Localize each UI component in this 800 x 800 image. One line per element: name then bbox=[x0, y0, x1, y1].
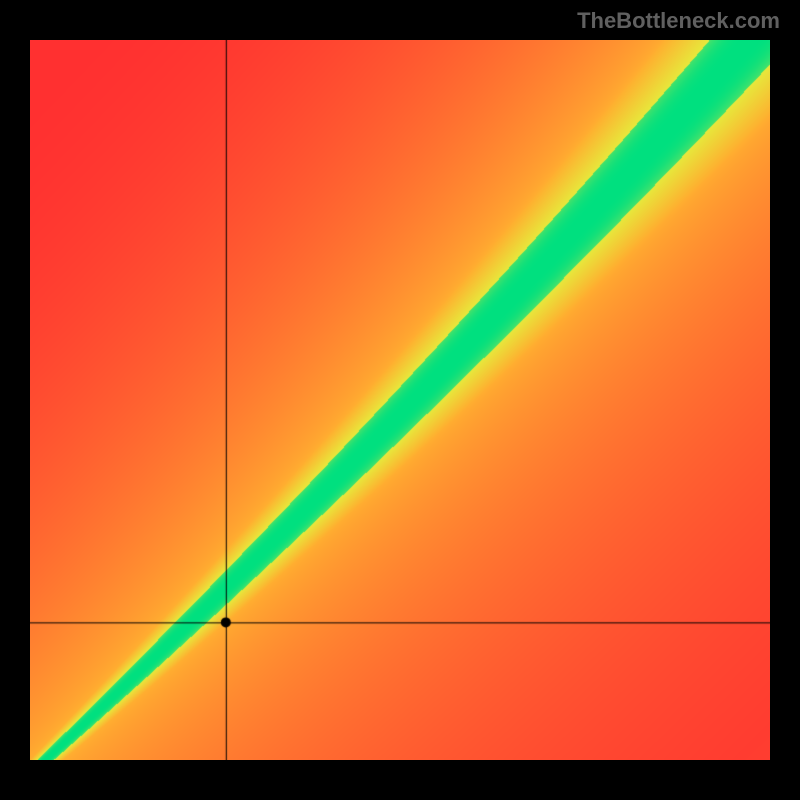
watermark-text: TheBottleneck.com bbox=[577, 8, 780, 34]
crosshair-overlay bbox=[30, 40, 770, 760]
figure-container: TheBottleneck.com bbox=[0, 0, 800, 800]
